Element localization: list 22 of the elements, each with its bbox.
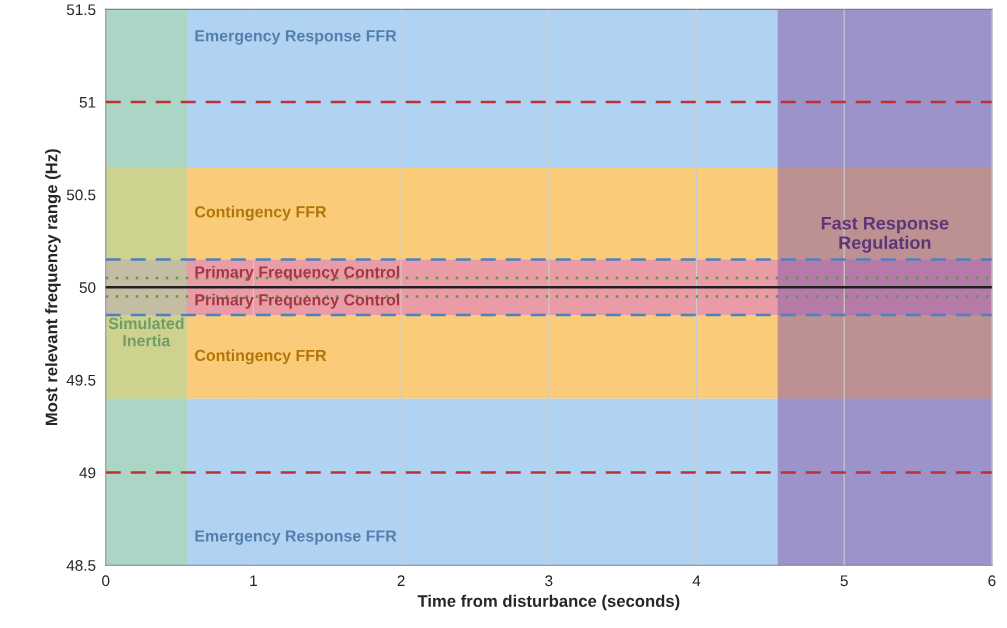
band-label: Emergency Response FFR: [195, 530, 397, 545]
band-label: Primary Frequency Control: [195, 293, 400, 309]
y-tick-label: 50: [79, 282, 96, 293]
x-axis-title: Time from disturbance (seconds): [417, 594, 680, 611]
y-tick-label: 48.5: [66, 560, 96, 571]
x-tick-label: 5: [840, 575, 848, 587]
x-tick-label: 4: [692, 575, 701, 586]
x-tick-label: 6: [988, 575, 996, 587]
band-label: Emergency Response FFR: [195, 30, 397, 45]
y-tick-label: 51.5: [66, 4, 96, 16]
y-tick-label: 51: [79, 97, 96, 108]
y-tick-label: 50.5: [66, 189, 96, 201]
x-tick-label: 3: [545, 575, 553, 587]
x-tick-label: 2: [397, 575, 405, 586]
y-axis-title: Most relevant frequency range (Hz): [45, 149, 61, 426]
x-tick-label: 0: [102, 575, 110, 587]
band-label: Simulated Inertia: [108, 317, 184, 347]
band-label: Fast Response Regulation: [821, 216, 949, 253]
y-tick-label: 49: [79, 467, 96, 479]
y-tick-label: 49.5: [66, 374, 96, 386]
x-tick-label: 1: [250, 575, 257, 586]
band-label: Primary Frequency Control: [195, 265, 400, 281]
